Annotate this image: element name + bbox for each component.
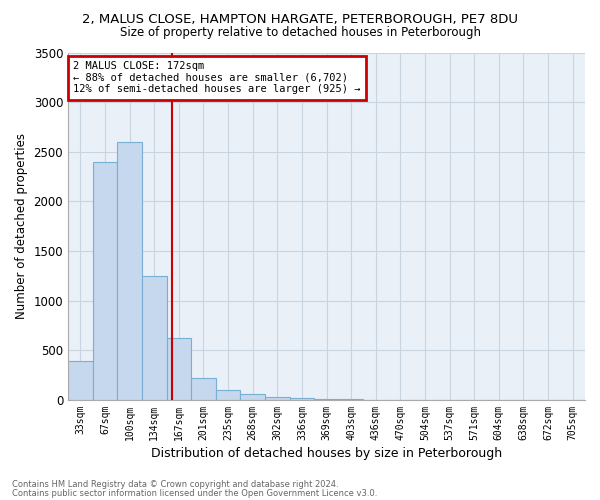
- Bar: [68, 361, 92, 400]
- Text: Size of property relative to detached houses in Peterborough: Size of property relative to detached ho…: [119, 26, 481, 39]
- Bar: [290, 398, 314, 400]
- Text: Contains HM Land Registry data © Crown copyright and database right 2024.: Contains HM Land Registry data © Crown c…: [12, 480, 338, 489]
- Bar: [241, 394, 265, 400]
- Text: 2, MALUS CLOSE, HAMPTON HARGATE, PETERBOROUGH, PE7 8DU: 2, MALUS CLOSE, HAMPTON HARGATE, PETERBO…: [82, 12, 518, 26]
- Bar: [142, 276, 167, 400]
- X-axis label: Distribution of detached houses by size in Peterborough: Distribution of detached houses by size …: [151, 447, 502, 460]
- Bar: [314, 399, 339, 400]
- Y-axis label: Number of detached properties: Number of detached properties: [15, 133, 28, 319]
- Bar: [339, 399, 364, 400]
- Bar: [92, 162, 117, 400]
- Bar: [265, 397, 290, 400]
- Text: Contains public sector information licensed under the Open Government Licence v3: Contains public sector information licen…: [12, 488, 377, 498]
- Bar: [216, 390, 241, 400]
- Bar: [167, 338, 191, 400]
- Bar: [191, 378, 216, 400]
- Text: 2 MALUS CLOSE: 172sqm
← 88% of detached houses are smaller (6,702)
12% of semi-d: 2 MALUS CLOSE: 172sqm ← 88% of detached …: [73, 61, 361, 94]
- Bar: [117, 142, 142, 400]
